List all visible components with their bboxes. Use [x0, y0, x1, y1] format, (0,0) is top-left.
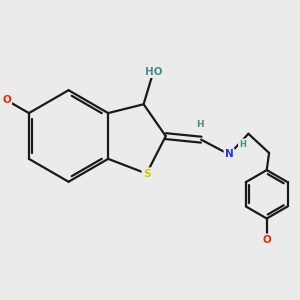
Text: N: N	[225, 149, 234, 159]
Text: O: O	[2, 95, 11, 105]
Text: H: H	[239, 140, 246, 148]
Text: S: S	[143, 169, 150, 178]
Text: H: H	[196, 120, 203, 129]
Text: HO: HO	[145, 67, 163, 77]
Text: O: O	[262, 235, 271, 245]
